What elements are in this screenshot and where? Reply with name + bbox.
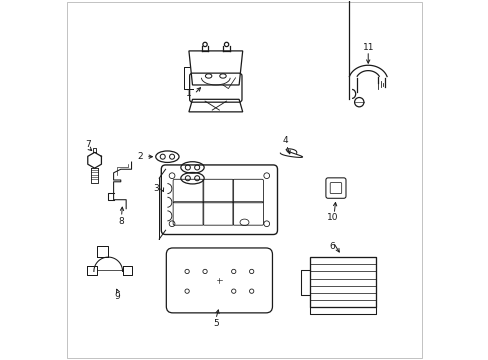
Text: 11: 11	[362, 43, 373, 52]
Text: 6: 6	[329, 242, 335, 251]
Text: 9: 9	[114, 292, 120, 301]
Text: 5: 5	[212, 319, 218, 328]
Text: 10: 10	[326, 213, 337, 222]
Text: 2: 2	[138, 152, 143, 161]
Text: 4: 4	[283, 136, 288, 145]
Text: 1: 1	[185, 89, 191, 98]
Text: 7: 7	[85, 140, 91, 149]
Text: 8: 8	[118, 217, 123, 226]
Text: 3: 3	[153, 184, 159, 193]
